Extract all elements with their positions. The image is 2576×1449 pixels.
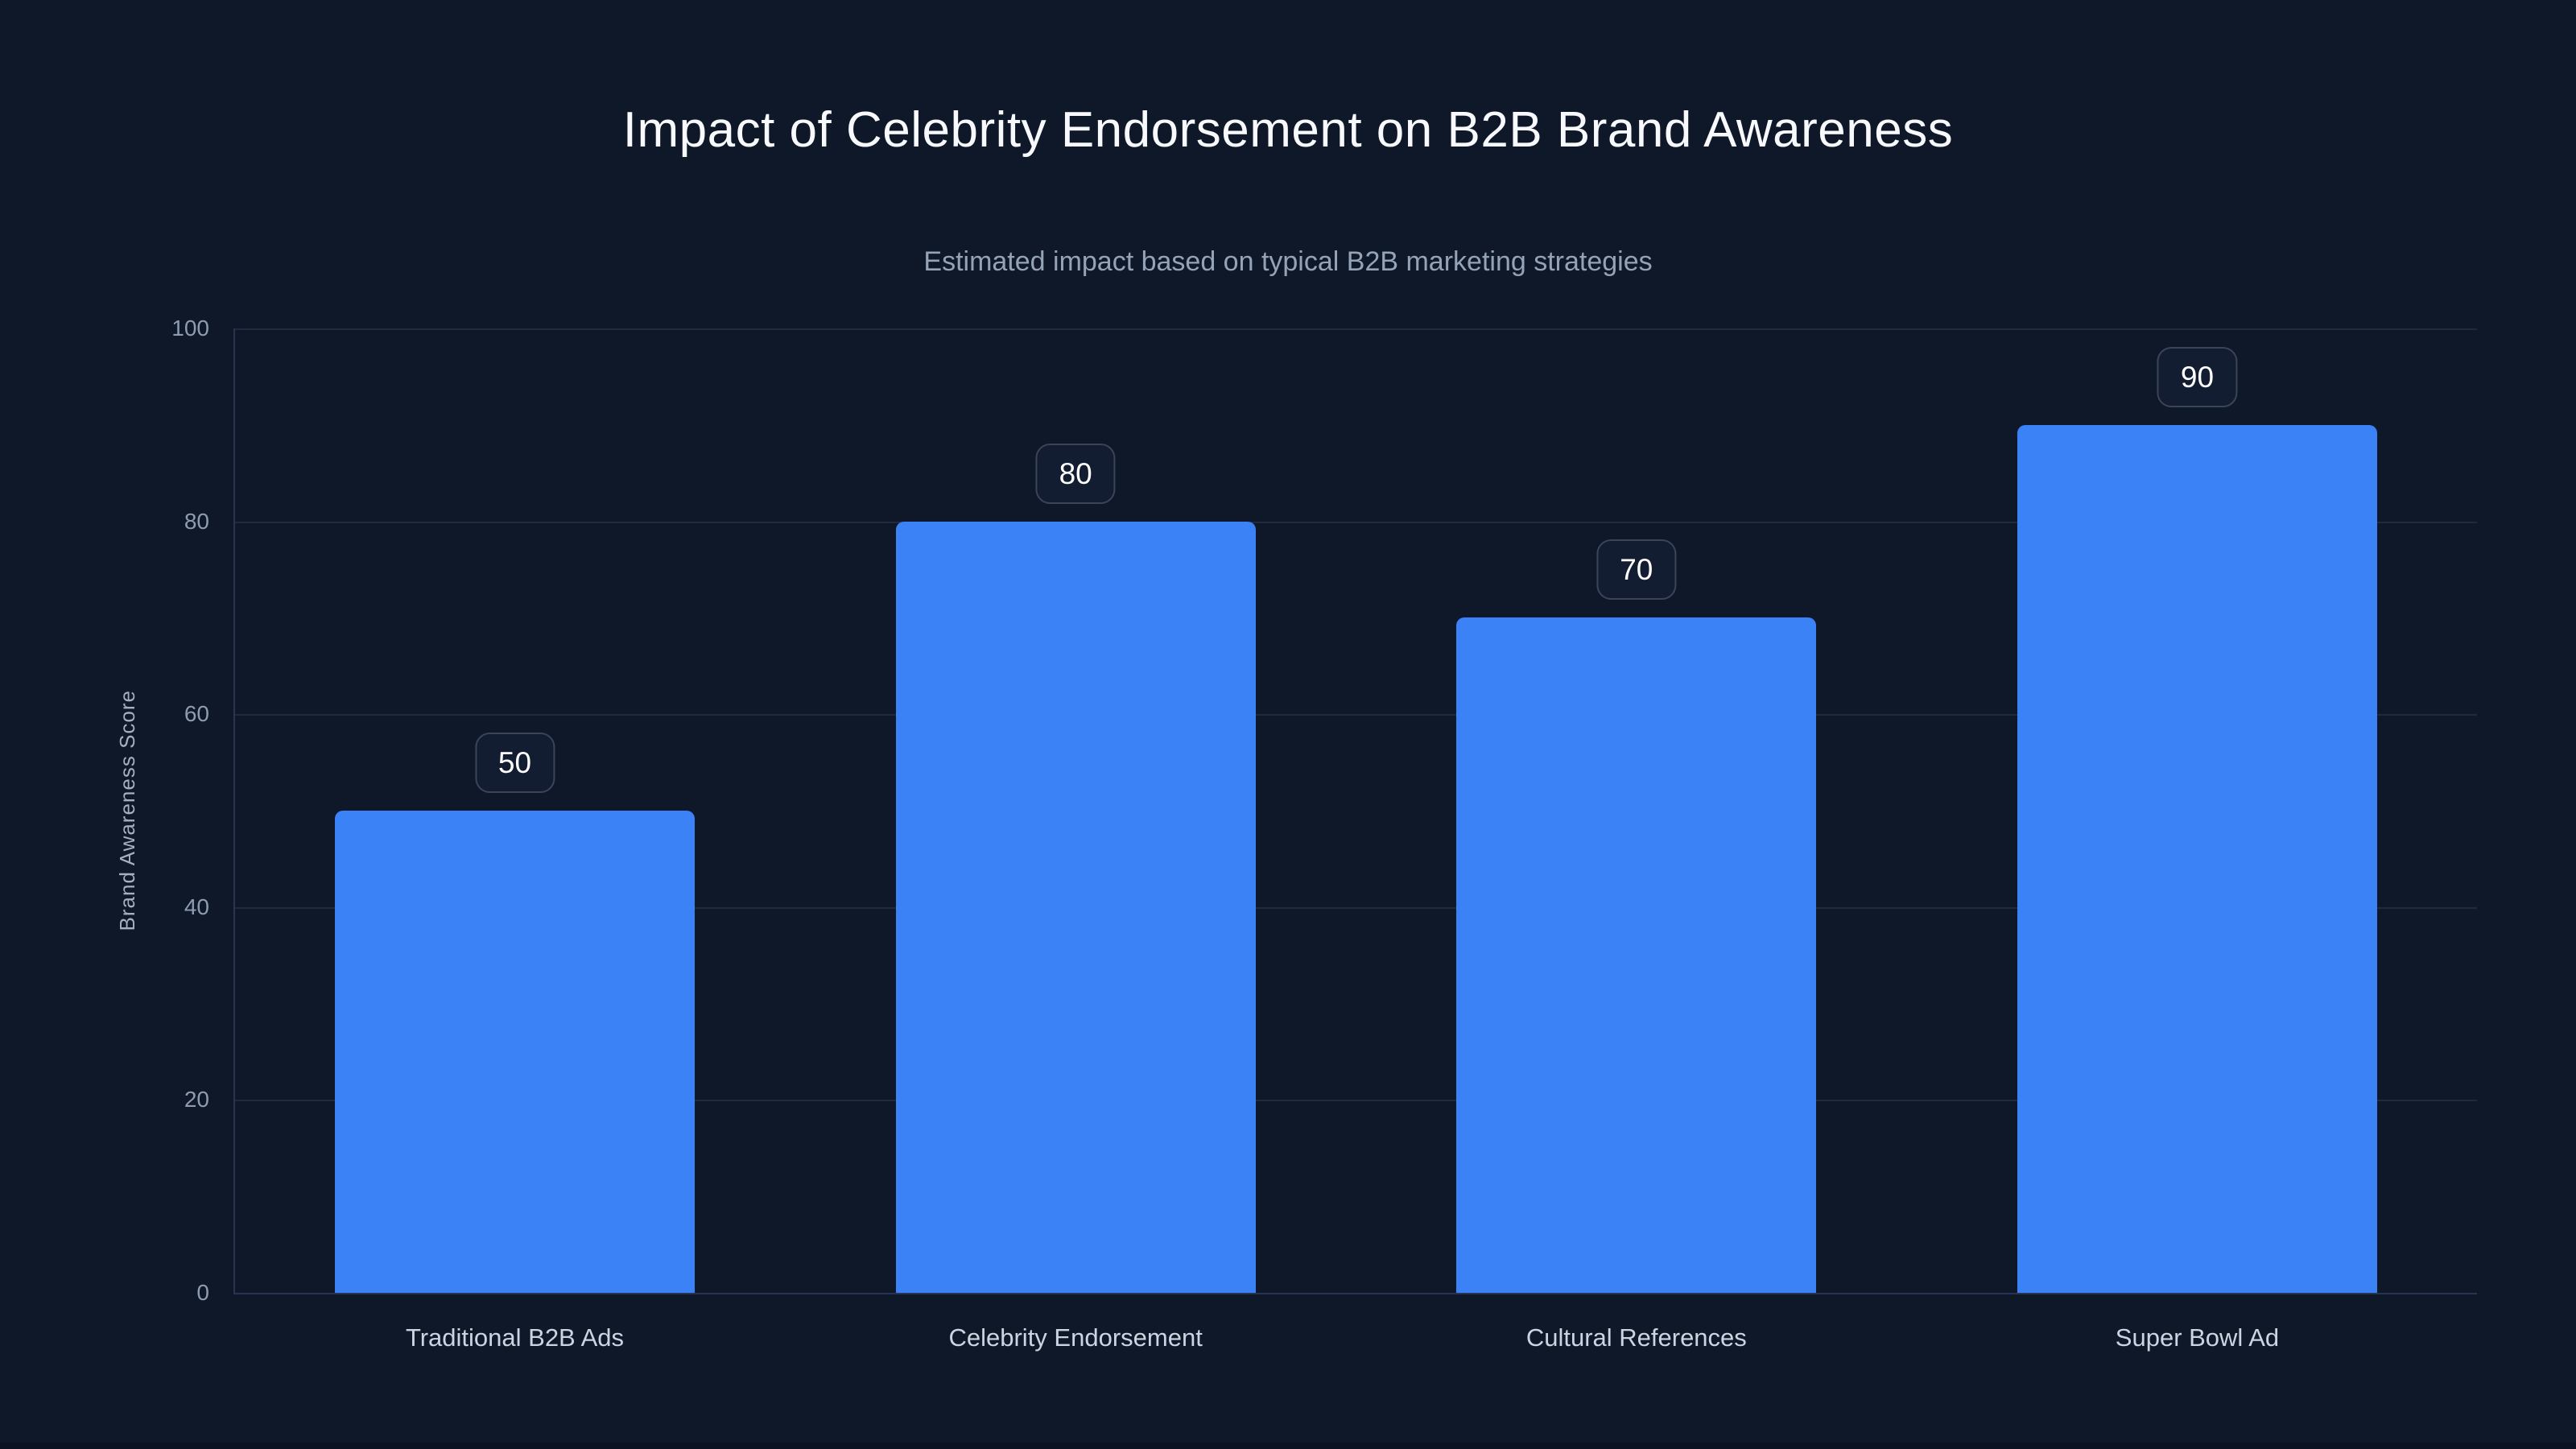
x-axis-label-2: Cultural References (1525, 1323, 1747, 1352)
y-tick-label-40: 40 (184, 894, 209, 919)
y-axis-title-wrap: Brand Awareness Score (115, 328, 140, 1293)
y-tick-label-80: 80 (184, 508, 209, 534)
x-axis-label-3: Super Bowl Ad (2115, 1323, 2280, 1352)
bars-container: 50 Traditional B2B Ads 80 Celebrity Endorse… (235, 328, 2477, 1352)
plot-area: Brand Awareness Score 0 20 40 60 80 100 50 Tra… (115, 316, 2477, 1352)
value-badge-3: 90 (2157, 346, 2238, 407)
y-tick-label-0: 0 (196, 1280, 209, 1305)
x-axis-label-0: Traditional B2B Ads (405, 1323, 625, 1352)
gridline-y-60 (235, 714, 2477, 716)
value-badge-1: 80 (1035, 443, 1116, 504)
chart-subtitle: Estimated impact based on typical B2B ma… (923, 246, 1653, 277)
bar-group-3: 90 Super Bowl Ad (2017, 328, 2377, 1352)
gridline-y-100 (235, 328, 2477, 330)
bar-3[interactable]: 90 (2017, 346, 2377, 1293)
gridline-y-40 (235, 906, 2477, 909)
gridline-y-20 (235, 1100, 2477, 1102)
bar-group-2: 70 Cultural References (1456, 328, 1817, 1352)
y-tick-label-60: 60 (184, 701, 209, 727)
bar-group-1: 80 Celebrity Endorsement (895, 328, 1256, 1352)
y-axis-title: Brand Awareness Score (115, 690, 139, 931)
bar-0[interactable]: 50 (335, 733, 695, 1293)
chart-title: Impact of Celebrity Endorsement on B2B B… (622, 102, 1954, 158)
value-badge-2: 70 (1596, 539, 1677, 601)
bottom-strip (0, 1443, 2576, 1449)
bar-2[interactable]: 70 (1456, 539, 1817, 1293)
value-badge-0: 50 (474, 733, 555, 793)
y-tick-label-100: 100 (171, 316, 209, 341)
bar-group-0: 50 Traditional B2B Ads (335, 328, 695, 1352)
y-tick-label-20: 20 (184, 1087, 209, 1113)
x-axis-label-1: Celebrity Endorsement (948, 1323, 1203, 1352)
gridline-y-80 (235, 521, 2477, 523)
bar-1[interactable]: 80 (895, 443, 1256, 1293)
